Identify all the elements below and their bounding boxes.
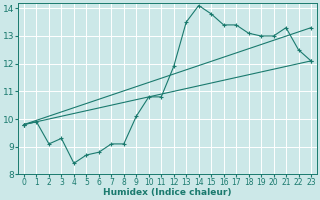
X-axis label: Humidex (Indice chaleur): Humidex (Indice chaleur) — [103, 188, 232, 197]
